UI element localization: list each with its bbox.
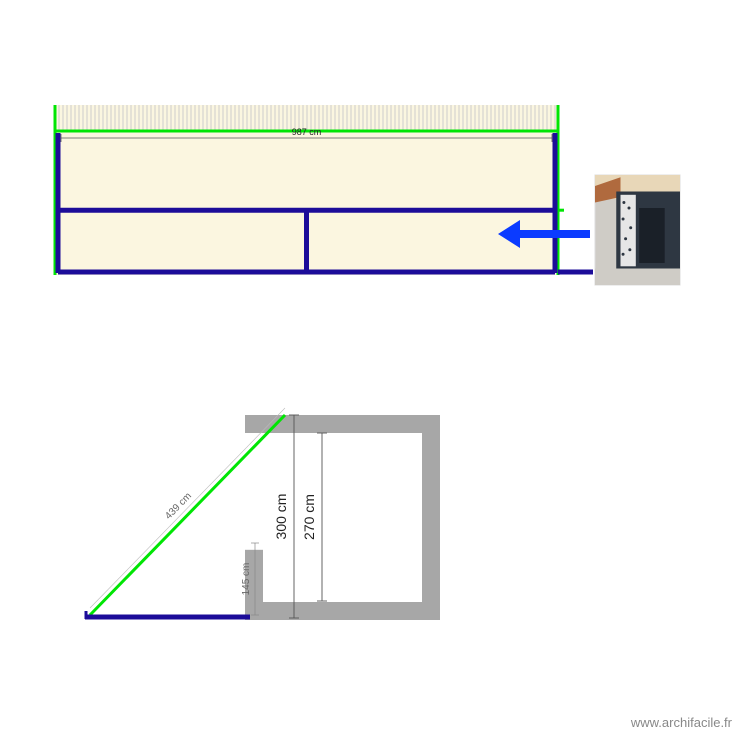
section-wall-bottom bbox=[245, 602, 440, 620]
reference-photo bbox=[595, 175, 680, 285]
diagram-canvas: 987 cm439 cm145 cm300 cm270 cm bbox=[0, 0, 750, 750]
section-drawing: 439 cm145 cm300 cm270 cm bbox=[85, 408, 440, 620]
dim-label-987: 987 cm bbox=[292, 127, 322, 137]
dim-label-145: 145 cm bbox=[241, 563, 252, 596]
dim-label-270: 270 cm bbox=[301, 494, 317, 540]
dim-label-300: 300 cm bbox=[273, 494, 289, 540]
watermark: www.archifacile.fr bbox=[631, 715, 732, 730]
elevation-drawing: 987 cm bbox=[55, 105, 593, 275]
section-wall-right bbox=[422, 415, 440, 620]
